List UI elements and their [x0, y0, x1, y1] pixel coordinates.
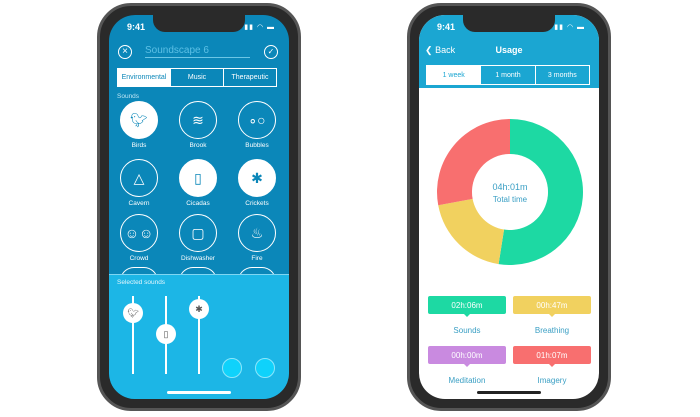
- waves-icon: ≋: [179, 101, 217, 139]
- empty-slot-button[interactable]: [222, 358, 242, 378]
- home-indicator: [167, 391, 231, 394]
- bird-icon: 🐦︎: [127, 307, 139, 318]
- sounds-label: Sounds: [117, 93, 140, 100]
- imagery-label: Imagery: [537, 376, 567, 385]
- home-indicator: [477, 391, 541, 394]
- page-title: Usage: [495, 45, 523, 55]
- check-icon: ✓: [267, 47, 275, 56]
- donut-slice-sounds: [498, 119, 584, 265]
- donut-hole: [479, 161, 541, 223]
- crickets-volume-track[interactable]: [198, 296, 200, 374]
- breathing-time-badge: 00h:47m: [513, 296, 591, 317]
- sound-label: Crickets: [245, 200, 269, 207]
- sound-brook[interactable]: ≋ Brook: [168, 101, 228, 149]
- cicada-icon: ▯: [163, 328, 169, 339]
- sound-label: Dishwasher: [181, 255, 215, 262]
- tab-3-months[interactable]: 3 months: [534, 66, 589, 84]
- range-tabs: 1 week 1 month 3 months: [426, 65, 590, 85]
- sound-dishwasher[interactable]: ▢ Dishwasher: [168, 214, 228, 262]
- breathing-label: Breathing: [534, 326, 570, 335]
- status-icons: ▮▮ ◠ ▬: [554, 24, 585, 31]
- cicada-icon: ▯: [179, 159, 217, 197]
- cricket-icon: ✱: [195, 303, 203, 314]
- cavern-icon: △: [120, 159, 158, 197]
- tab-1-week[interactable]: 1 week: [427, 66, 481, 84]
- sound-crickets[interactable]: ✱ Crickets: [227, 159, 287, 207]
- donut-slice-imagery: [437, 119, 510, 206]
- sound-cavern[interactable]: △ Cavern: [109, 159, 169, 207]
- close-icon: ×: [122, 46, 128, 57]
- empty-slot-button[interactable]: [255, 358, 275, 378]
- cicadas-volume-knob[interactable]: ▯: [156, 324, 176, 344]
- crickets-volume-knob[interactable]: ✱: [189, 299, 209, 319]
- close-button[interactable]: ×: [118, 45, 132, 59]
- meditation-time-badge: 00h:00m: [428, 346, 506, 367]
- tab-therapeutic[interactable]: Therapeutic: [223, 69, 276, 86]
- chevron-left-icon: ❮: [425, 45, 433, 55]
- soundscape-title-input[interactable]: Soundscape 6: [145, 45, 250, 58]
- sound-label: Crowd: [129, 255, 149, 262]
- status-time: 9:41: [127, 22, 146, 32]
- bubbles-icon: ∘○: [238, 101, 276, 139]
- sound-label: Brook: [189, 142, 207, 149]
- notch: [463, 15, 555, 32]
- selected-sounds-label: Selected sounds: [117, 279, 166, 286]
- usage-screen: 9:41 ▮▮ ◠ ▬ ❮ Back Usage 1 week 1 month …: [419, 15, 599, 399]
- notch: [153, 15, 245, 32]
- sound-birds[interactable]: 🐦︎ Birds: [109, 101, 169, 149]
- fire-icon: ♨: [238, 214, 276, 252]
- status-time: 9:41: [437, 22, 456, 32]
- tab-environmental[interactable]: Environmental: [118, 69, 170, 86]
- back-button[interactable]: ❮ Back: [425, 45, 455, 56]
- donut-slice-breathing: [438, 198, 505, 265]
- sound-label: Cicadas: [186, 200, 210, 207]
- sound-label: Fire: [251, 255, 263, 262]
- imagery-time-badge: 01h:07m: [513, 346, 591, 367]
- sound-bubbles[interactable]: ∘○ Bubbles: [227, 101, 287, 149]
- tab-1-month[interactable]: 1 month: [480, 66, 534, 84]
- bird-icon: 🐦︎: [120, 101, 158, 139]
- total-time-label: Total time: [492, 195, 528, 204]
- status-icons: ▮▮ ◠ ▬: [244, 24, 275, 31]
- tab-music[interactable]: Music: [170, 69, 223, 86]
- sound-label: Cavern: [128, 200, 150, 207]
- sound-label: Bubbles: [245, 142, 269, 149]
- cricket-icon: ✱: [238, 159, 276, 197]
- sounds-label: Sounds: [453, 326, 481, 335]
- usage-donut-chart: [437, 119, 584, 265]
- sound-crowd[interactable]: ☺☺ Crowd: [109, 214, 169, 262]
- birds-volume-knob[interactable]: 🐦︎: [123, 303, 143, 323]
- back-label: Back: [435, 45, 456, 55]
- sound-label: Birds: [131, 142, 147, 149]
- phone-usage: 9:41 ▮▮ ◠ ▬ ❮ Back Usage 1 week 1 month …: [407, 3, 611, 411]
- total-time-value: 04h:01m: [492, 182, 528, 192]
- sound-cicadas[interactable]: ▯ Cicadas: [168, 159, 228, 207]
- phone-soundscape: 9:41 ▮▮ ◠ ▬ × Soundscape 6 ✓ Environment…: [97, 3, 301, 411]
- sounds-time-badge: 02h:06m: [428, 296, 506, 317]
- crowd-icon: ☺☺: [120, 214, 158, 252]
- category-tabs: Environmental Music Therapeutic: [117, 68, 277, 87]
- soundscape-screen: 9:41 ▮▮ ◠ ▬ × Soundscape 6 ✓ Environment…: [109, 15, 289, 399]
- dishwasher-icon: ▢: [179, 214, 217, 252]
- sound-fire[interactable]: ♨ Fire: [227, 214, 287, 262]
- meditation-label: Meditation: [448, 376, 486, 385]
- confirm-button[interactable]: ✓: [264, 45, 278, 59]
- birds-volume-track[interactable]: [132, 296, 134, 374]
